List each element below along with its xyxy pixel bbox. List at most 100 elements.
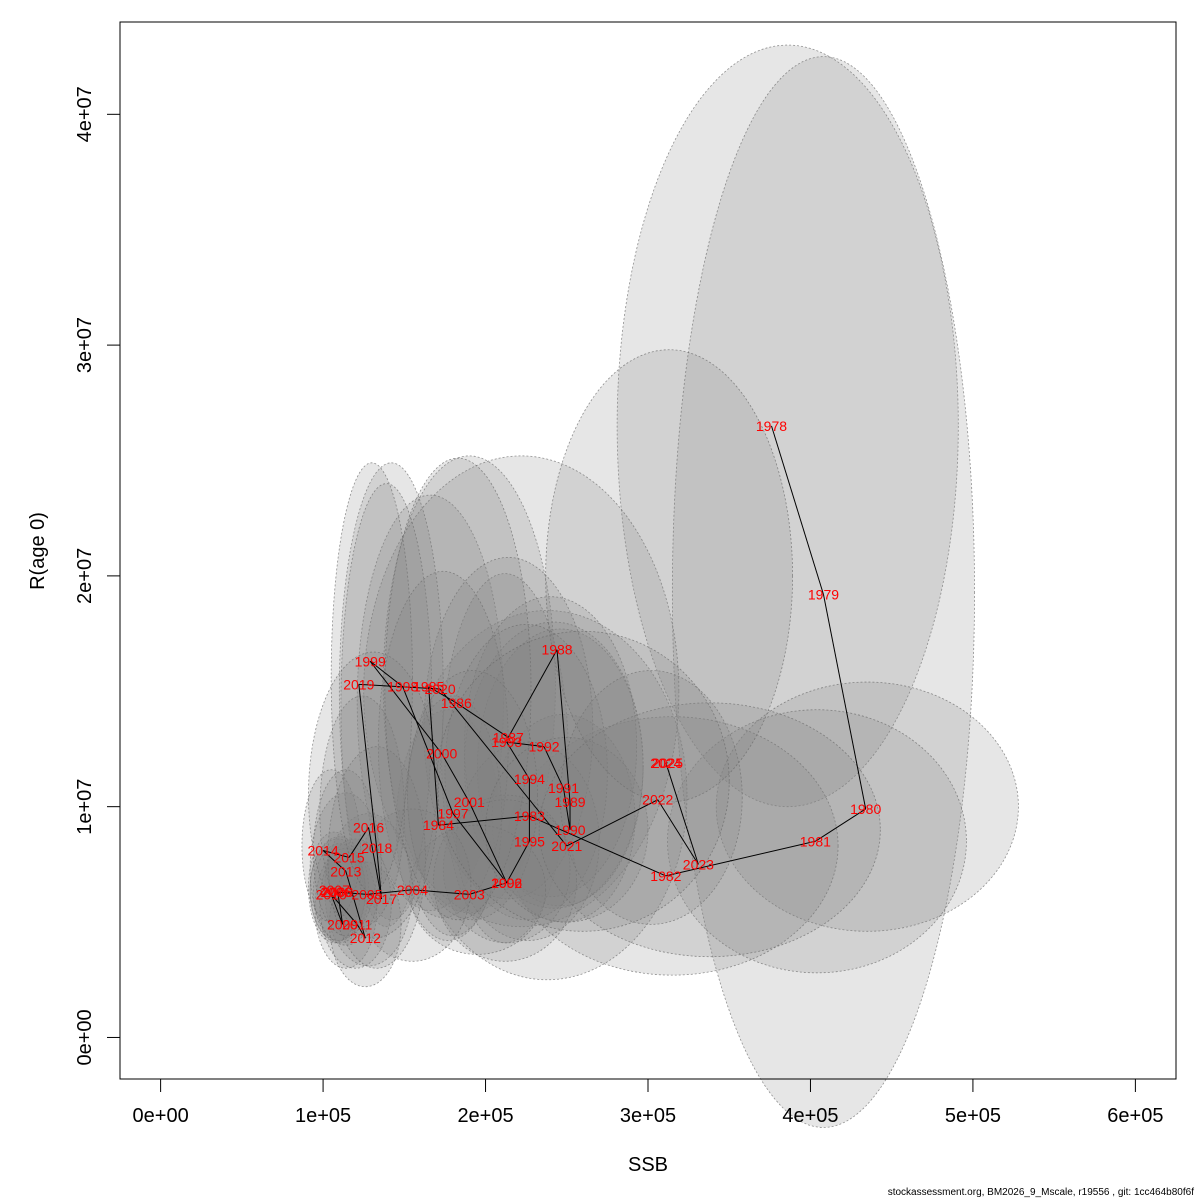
segment-1981-1982 [665, 840, 816, 877]
x-axis: 0e+00 1e+05 2e+05 3e+05 4e+05 5e+05 6e+05 [133, 1078, 1163, 1127]
ellipse-1982 [506, 716, 839, 976]
ellipse-2025 [436, 630, 730, 932]
segment-2002-2003 [469, 882, 507, 895]
segment-2010-2011 [330, 894, 358, 925]
segment-2018-2019 [358, 684, 378, 849]
segment-2016-2017 [368, 827, 383, 900]
y-tick-label: 1e+07 [74, 779, 96, 835]
ellipse-1986 [382, 455, 556, 914]
ellipse-1996 [442, 794, 571, 944]
year-label-2018: 2018 [361, 840, 392, 856]
year-label-2000: 2000 [426, 746, 457, 762]
confidence-ellipses [301, 44, 1019, 1128]
segment-1978-1979 [770, 425, 824, 595]
segment-2003-2004 [412, 889, 470, 895]
segment-2019-2020 [358, 683, 441, 690]
year-label-1985: 1985 [413, 679, 444, 695]
year-label-1978: 1978 [756, 418, 787, 434]
year-label-1993: 1993 [491, 734, 522, 750]
year-label-1982: 1982 [650, 868, 681, 884]
year-label-2011: 2011 [342, 916, 372, 932]
year-label-1995: 1995 [514, 833, 545, 849]
year-label-1986: 1986 [441, 695, 472, 711]
year-label-2015: 2015 [333, 849, 364, 865]
year-label-2022: 2022 [642, 792, 673, 808]
y-tick-label: 4e+07 [74, 86, 96, 142]
year-label-2001: 2001 [454, 794, 485, 810]
segment-2000-2001 [441, 753, 470, 803]
ellipse-2024 [545, 349, 793, 803]
segment-2022-2023 [657, 799, 699, 865]
segment-1983-1984 [438, 815, 530, 826]
x-tick-label: 6e+05 [1107, 1105, 1163, 1127]
y-axis: 0e+00 1e+07 2e+07 3e+07 4e+07 [74, 86, 121, 1066]
ellipse-1995 [455, 741, 600, 941]
ellipse-2014 [301, 769, 361, 923]
segment-1999-2000 [369, 660, 443, 754]
year-label-1994: 1994 [514, 771, 545, 787]
year-label-2003: 2003 [454, 886, 485, 902]
year-label-2008: 2008 [322, 884, 353, 900]
ellipse-1990 [491, 713, 636, 923]
year-label-2021: 2021 [551, 838, 582, 854]
year-label-2012: 2012 [350, 930, 381, 946]
segment-2005-2006 [336, 891, 367, 895]
year-label-2016: 2016 [353, 819, 384, 835]
year-label-1979: 1979 [808, 586, 839, 602]
segment-1987-1988 [507, 649, 558, 738]
segment-1985-1986 [428, 686, 457, 704]
year-label-2023: 2023 [683, 856, 714, 872]
year-label-1996: 1996 [491, 875, 522, 891]
year-label-2006: 2006 [320, 884, 351, 900]
year-label-1989: 1989 [554, 794, 585, 810]
year-label-1983: 1983 [514, 808, 545, 824]
trajectory-lines [322, 425, 867, 939]
ellipse-1999 [340, 483, 433, 928]
ellipse-2013 [309, 792, 382, 946]
segment-1984-1985 [428, 686, 439, 826]
year-label-1987: 1987 [493, 729, 524, 745]
year-label-1998: 1998 [387, 679, 418, 695]
segment-1993-1994 [506, 741, 530, 780]
segment-2012-2013 [345, 871, 366, 939]
year-label-2009: 2009 [327, 916, 358, 932]
ellipse-1984 [395, 709, 501, 941]
ellipse-2021 [485, 737, 649, 923]
x-tick-label: 2e+05 [457, 1105, 513, 1127]
ellipse-2004 [353, 808, 472, 962]
year-label-1990: 1990 [554, 822, 585, 838]
year-label-2017: 2017 [366, 891, 397, 907]
ellipse-2020 [384, 457, 532, 921]
segment-2021-2022 [566, 799, 658, 847]
segment-1995-1996 [506, 841, 530, 884]
segment-2015-2016 [348, 827, 369, 858]
segment-1992-1993 [506, 741, 545, 748]
ellipse-2023 [538, 702, 881, 958]
year-label-2025: 2025 [652, 755, 683, 771]
segment-2014-2015 [322, 850, 350, 858]
segment-1988-1989 [556, 649, 571, 803]
year-label-2007: 2007 [319, 882, 350, 898]
segment-1979-1980 [822, 594, 867, 810]
year-label-2020: 2020 [424, 681, 455, 697]
segment-1998-1999 [369, 660, 403, 688]
year-label-2019: 2019 [343, 676, 374, 692]
x-tick-label: 3e+05 [620, 1105, 676, 1127]
y-tick-label: 2e+07 [74, 548, 96, 604]
year-label-1980: 1980 [850, 801, 881, 817]
year-label-1984: 1984 [423, 817, 454, 833]
ellipse-1980 [715, 681, 1019, 932]
segment-1980-1981 [815, 808, 866, 842]
segment-1996-1997 [452, 813, 508, 884]
segment-1986-1987 [456, 702, 509, 738]
year-label-2014: 2014 [307, 843, 338, 859]
x-tick-label: 4e+05 [782, 1105, 838, 1127]
ellipse-1979 [671, 56, 975, 1128]
ellipse-2016 [319, 695, 405, 928]
y-tick-label: 3e+07 [74, 317, 96, 373]
year-label-1981: 1981 [800, 833, 831, 849]
x-tick-label: 1e+05 [295, 1105, 351, 1127]
ellipse-1978 [616, 44, 959, 808]
segment-1990-1991 [563, 788, 571, 830]
